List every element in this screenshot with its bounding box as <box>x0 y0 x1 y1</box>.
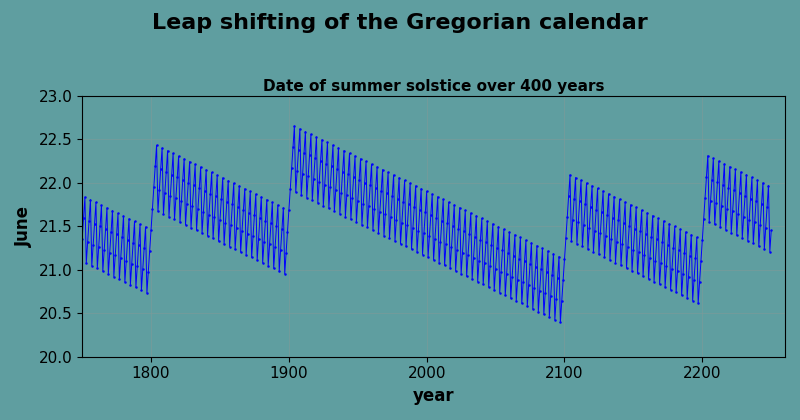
Title: Date of summer solstice over 400 years: Date of summer solstice over 400 years <box>263 79 604 94</box>
Text: Leap shifting of the Gregorian calendar: Leap shifting of the Gregorian calendar <box>152 13 648 33</box>
Y-axis label: June: June <box>15 206 33 247</box>
X-axis label: year: year <box>413 387 454 405</box>
